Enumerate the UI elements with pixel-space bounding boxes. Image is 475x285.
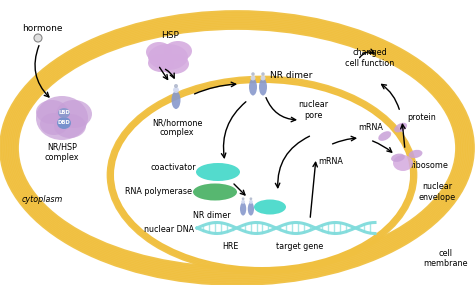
Ellipse shape — [260, 76, 266, 80]
Ellipse shape — [146, 42, 172, 62]
Text: DBD: DBD — [57, 121, 70, 125]
Text: HSP: HSP — [161, 31, 179, 40]
Ellipse shape — [408, 150, 422, 158]
Ellipse shape — [34, 34, 42, 42]
Text: RNA polymerase: RNA polymerase — [125, 188, 192, 196]
Ellipse shape — [193, 184, 237, 201]
Text: NR/HSP
complex: NR/HSP complex — [45, 143, 79, 162]
Ellipse shape — [54, 114, 86, 138]
Ellipse shape — [393, 155, 413, 171]
Ellipse shape — [148, 44, 188, 70]
Text: cytoplasm: cytoplasm — [22, 196, 63, 205]
Ellipse shape — [241, 200, 245, 204]
Ellipse shape — [36, 100, 68, 124]
Ellipse shape — [174, 84, 178, 88]
Ellipse shape — [114, 83, 410, 267]
Text: NR/hormone
complex: NR/hormone complex — [152, 118, 202, 137]
Ellipse shape — [261, 72, 265, 76]
Ellipse shape — [242, 198, 245, 200]
Ellipse shape — [58, 108, 70, 118]
Text: hormone: hormone — [22, 24, 63, 33]
Ellipse shape — [391, 154, 405, 162]
Ellipse shape — [56, 100, 92, 128]
Ellipse shape — [9, 20, 465, 276]
Ellipse shape — [249, 78, 257, 95]
Ellipse shape — [378, 131, 391, 141]
Ellipse shape — [250, 76, 256, 80]
Ellipse shape — [171, 91, 180, 109]
Text: nuclear
pore: nuclear pore — [298, 100, 328, 120]
Text: target gene: target gene — [276, 242, 323, 251]
Ellipse shape — [254, 200, 286, 215]
Ellipse shape — [36, 96, 88, 140]
Text: mRNA: mRNA — [358, 123, 383, 133]
Text: coactivator: coactivator — [151, 164, 196, 172]
Text: LBD: LBD — [58, 111, 70, 115]
Text: ribosome: ribosome — [410, 160, 448, 170]
Ellipse shape — [196, 163, 240, 181]
Text: cell
membrane: cell membrane — [424, 249, 468, 268]
Text: HRE: HRE — [222, 242, 238, 251]
Text: NR dimer: NR dimer — [270, 70, 313, 80]
Ellipse shape — [240, 202, 246, 215]
Ellipse shape — [249, 198, 252, 200]
Text: nuclear
envelope: nuclear envelope — [419, 182, 456, 202]
Text: nuclear DNA: nuclear DNA — [144, 225, 194, 235]
Ellipse shape — [148, 54, 174, 72]
Ellipse shape — [57, 117, 71, 129]
Ellipse shape — [259, 78, 267, 95]
Ellipse shape — [164, 41, 192, 61]
Text: protein: protein — [407, 113, 436, 123]
Text: changed
cell function: changed cell function — [345, 48, 394, 68]
Ellipse shape — [394, 123, 407, 133]
Ellipse shape — [251, 72, 255, 76]
Text: mRNA: mRNA — [318, 158, 343, 166]
Ellipse shape — [40, 113, 68, 135]
Ellipse shape — [159, 54, 189, 74]
Text: NR dimer: NR dimer — [193, 211, 231, 221]
Ellipse shape — [249, 200, 253, 204]
Ellipse shape — [248, 202, 254, 215]
Ellipse shape — [173, 87, 179, 93]
